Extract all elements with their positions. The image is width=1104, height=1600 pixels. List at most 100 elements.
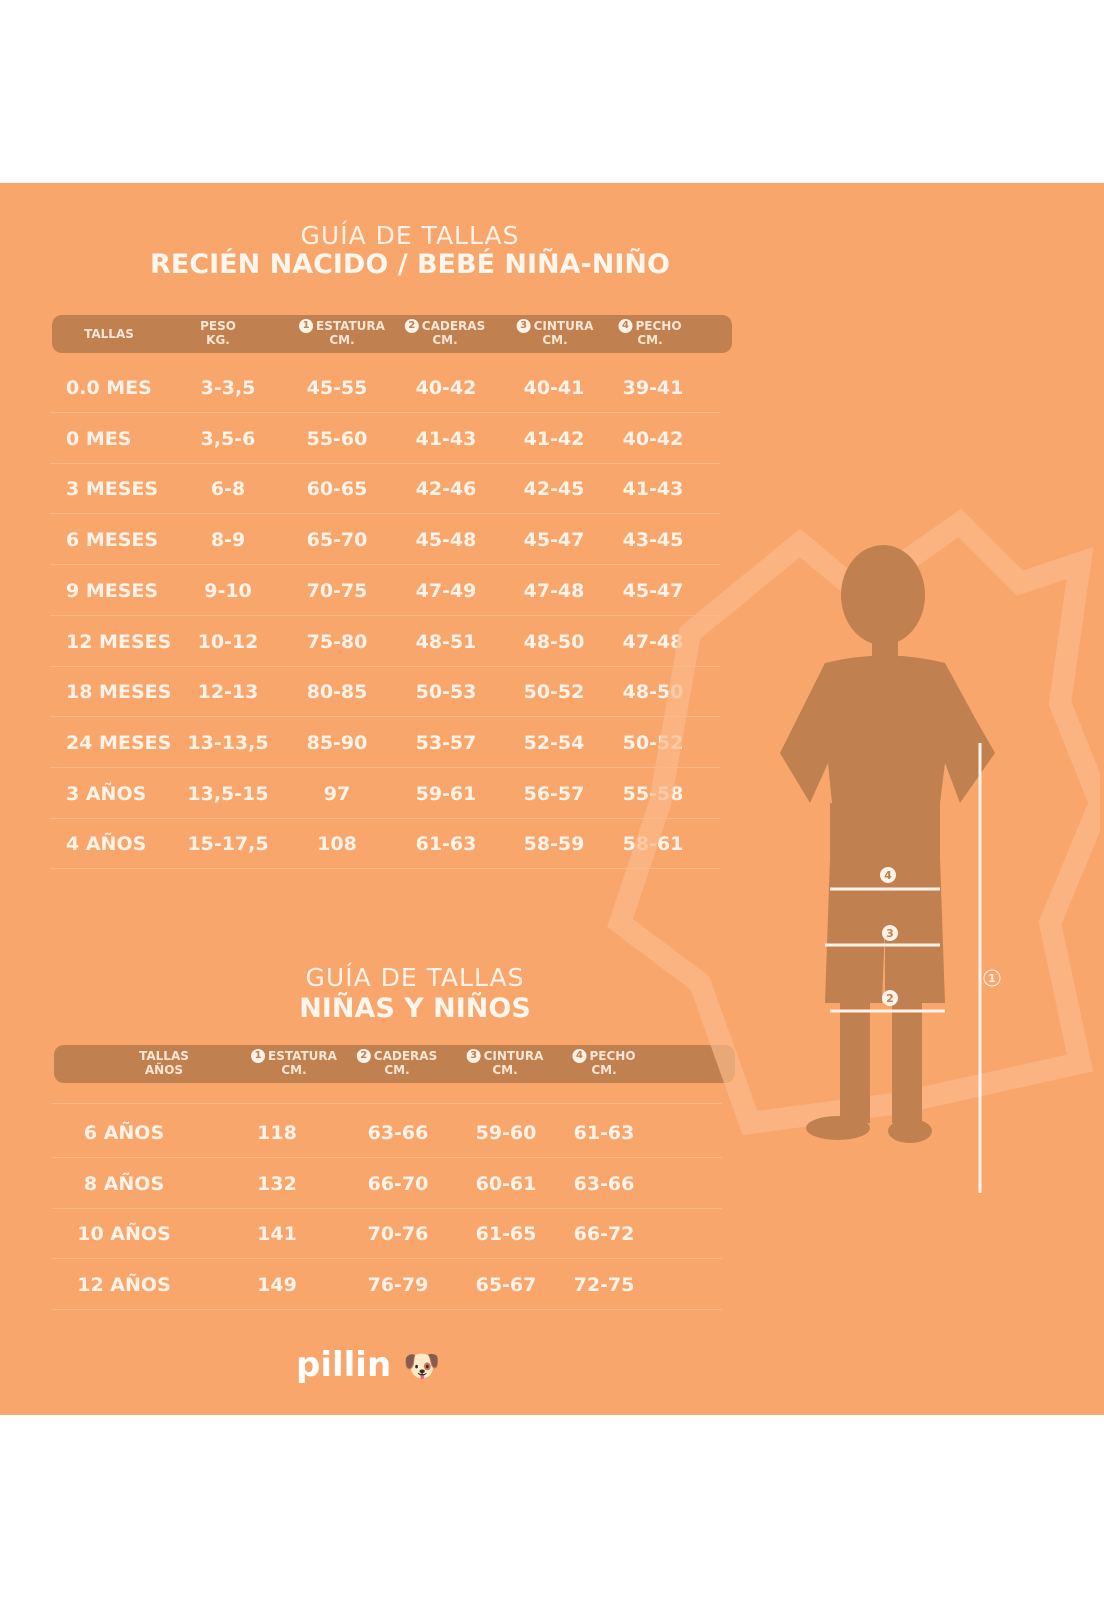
table-cell: 45-55: [306, 377, 368, 399]
table-cell: 39-41: [622, 377, 684, 399]
table-cell: 132: [257, 1172, 297, 1195]
table-cell: 8-9: [210, 529, 246, 552]
marker-4-icon: 4: [572, 1049, 587, 1063]
table-cell: 41-43: [622, 478, 684, 501]
table-row: 12 MESES 10-12 75-80 48-51 48-50 47-48: [50, 617, 720, 667]
table-cell: 61-63: [573, 1122, 635, 1144]
table-cell: 60-61: [475, 1172, 537, 1195]
table-cell: 4 AÑOS: [66, 833, 147, 856]
table-row: 12 AÑOS 149 76-79 65-67 72-75: [52, 1260, 722, 1311]
table-cell: 65-70: [306, 529, 368, 552]
column-header: PESO KG.: [200, 319, 236, 347]
table-cell: 18 MESES: [66, 681, 172, 704]
table-cell: 48-51: [415, 630, 477, 653]
header-line1: TALLAS: [139, 1049, 189, 1063]
marker-3-icon: [882, 925, 898, 941]
table-cell: 70-76: [367, 1223, 429, 1246]
table-cell: 8 AÑOS: [83, 1172, 165, 1195]
header-line2: CM.: [329, 333, 355, 347]
header-line2: CM.: [432, 333, 458, 347]
marker-1-icon: 1: [251, 1049, 266, 1063]
column-header: 3 CINTURA CM.: [466, 1049, 543, 1077]
dog-face-icon: 🐶: [403, 1349, 441, 1384]
table-cell: 55-60: [306, 427, 368, 450]
table-cell: 59-60: [475, 1122, 537, 1144]
header-line2: KG.: [206, 333, 230, 347]
marker-3-icon: 3: [466, 1049, 481, 1063]
table-cell: 47-49: [415, 579, 477, 602]
table-row: 3 MESES 6-8 60-65 42-46 42-45 41-43: [50, 464, 720, 515]
table-cell: 66-72: [573, 1223, 635, 1246]
table-cell: 3-3,5: [200, 377, 256, 399]
table-cell: 9 MESES: [66, 579, 159, 602]
table-cell: 12 AÑOS: [77, 1274, 171, 1297]
table-cell: 3 MESES: [66, 478, 159, 501]
table-cell: 6 AÑOS: [83, 1122, 165, 1144]
table-cell: 41-42: [523, 427, 585, 450]
table-cell: 6 MESES: [66, 529, 159, 552]
table-cell: 47-48: [622, 630, 684, 653]
table-cell: 52-54: [523, 731, 585, 754]
column-header: 1 ESTATURA CM.: [251, 1049, 337, 1077]
table-cell: 70-75: [306, 579, 368, 602]
table-cell: 42-45: [523, 478, 585, 501]
svg-text:4: 4: [884, 869, 892, 882]
table-row: 6 AÑOS 118 63-66 59-60 61-63: [52, 1108, 722, 1158]
header-line2: CM.: [384, 1063, 410, 1077]
table-cell: 59-61: [415, 782, 477, 805]
table-cell: 149: [257, 1274, 297, 1297]
table-cell: 6-8: [210, 478, 246, 501]
column-header: 3 CINTURA CM.: [516, 319, 593, 347]
table-cell: 80-85: [306, 681, 368, 704]
header-line1: PECHO: [635, 319, 682, 333]
table-cell: 66-70: [367, 1172, 429, 1195]
table-cell: 13,5-15: [187, 782, 269, 805]
table-cell: 3 AÑOS: [66, 782, 147, 805]
table-cell: 0.0 MES: [66, 377, 152, 399]
divider: [52, 1103, 722, 1104]
column-header: 1 ESTATURA CM.: [299, 319, 385, 347]
header-line1: CADERAS: [421, 319, 486, 333]
table-cell: 58-59: [523, 833, 585, 856]
marker-2-icon: 2: [404, 319, 419, 333]
column-header: 4 PECHO CM.: [572, 1049, 636, 1077]
svg-text:3: 3: [886, 927, 894, 940]
table-cell: 13-13,5: [187, 731, 269, 754]
marker-3-icon: 3: [516, 319, 531, 333]
table-cell: 53-57: [415, 731, 477, 754]
child-figure: [780, 545, 995, 1143]
table-cell: 108: [317, 833, 357, 856]
header-line2: CM.: [591, 1063, 617, 1077]
column-header: 4 PECHO CM.: [618, 319, 682, 347]
marker-1-icon: [983, 969, 1001, 987]
table-cell: 10 AÑOS: [77, 1223, 171, 1246]
table-cell: 61-63: [415, 833, 477, 856]
logo-text: pillin: [296, 1345, 392, 1385]
column-header: 2 CADERAS CM.: [356, 1049, 438, 1077]
table-row: 6 MESES 8-9 65-70 45-48 45-47 43-45: [50, 515, 720, 566]
header-line1: CADERAS: [373, 1049, 438, 1063]
column-header: 2 CADERAS CM.: [404, 319, 486, 347]
table-cell: 75-80: [306, 630, 368, 653]
pillin-logo: pillin 🐶: [296, 1345, 440, 1385]
header-line1: ESTATURA: [316, 319, 385, 333]
table-cell: 40-41: [523, 377, 585, 399]
table-cell: 118: [257, 1122, 297, 1144]
header-line2: AÑOS: [144, 1063, 184, 1077]
table-cell: 0 MES: [66, 427, 132, 450]
marker-1-icon: 1: [299, 319, 314, 333]
baby-title-light: GUÍA DE TALLAS: [300, 221, 520, 250]
marker-2-icon: 2: [356, 1049, 371, 1063]
header-line1: PECHO: [589, 1049, 636, 1063]
table-cell: 45-47: [523, 529, 585, 552]
header-line1: ESTATURA: [268, 1049, 337, 1063]
table-cell: 12-13: [197, 681, 259, 704]
table-cell: 50-52: [523, 681, 585, 704]
header-line2: CM.: [281, 1063, 307, 1077]
baby-title-bold: RECIÉN NACIDO / BEBÉ NIÑA-NIÑO: [150, 249, 670, 280]
marker-4-icon: 4: [618, 319, 633, 333]
table-cell: 45-47: [622, 579, 684, 602]
marker-2-icon: [882, 990, 898, 1006]
table-cell: 12 MESES: [66, 630, 172, 653]
svg-text:2: 2: [886, 992, 894, 1005]
